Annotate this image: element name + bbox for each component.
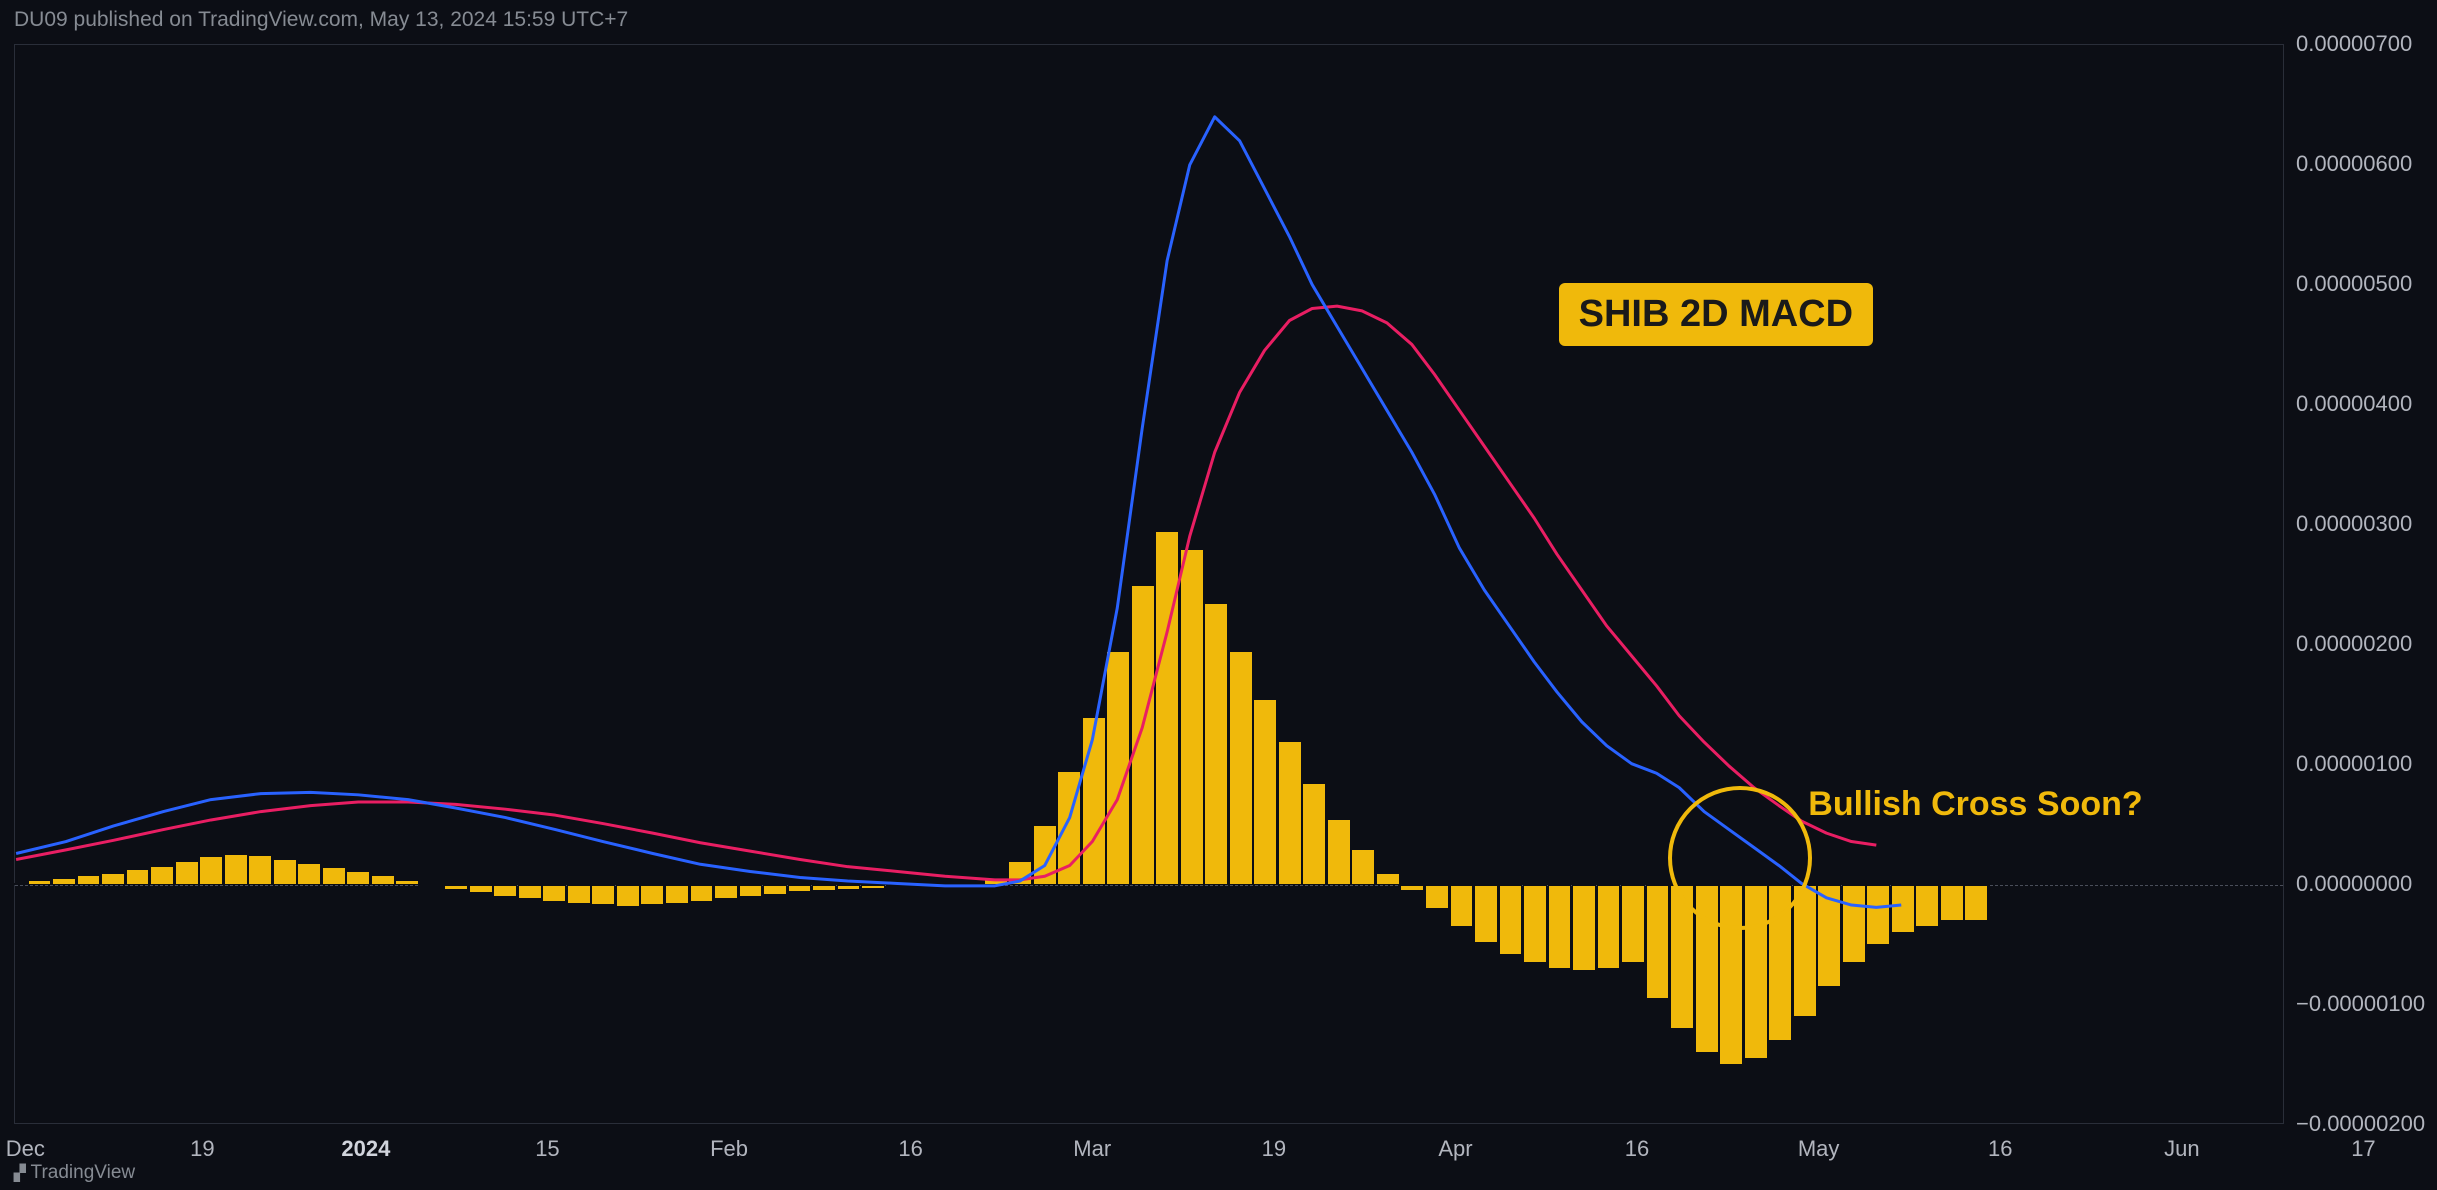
x-axis: Dec19202415Feb16Mar19Apr16May16Jun17 bbox=[14, 1130, 2284, 1170]
tradingview-logo-icon: ▞ bbox=[14, 1164, 25, 1182]
y-tick-label: −0.00000200 bbox=[2296, 1111, 2425, 1137]
y-tick-label: 0.00000600 bbox=[2296, 151, 2412, 177]
x-tick-label: May bbox=[1798, 1136, 1840, 1162]
x-tick-label: 16 bbox=[1988, 1136, 2012, 1162]
x-tick-label: Feb bbox=[710, 1136, 748, 1162]
chart-pane[interactable]: SHIB 2D MACD Bullish Cross Soon? bbox=[14, 44, 2284, 1124]
x-tick-label: Mar bbox=[1073, 1136, 1111, 1162]
y-axis: 0.000007000.000006000.000005000.00000400… bbox=[2290, 44, 2430, 1124]
y-tick-label: 0.00000200 bbox=[2296, 631, 2412, 657]
chart-lines bbox=[15, 45, 2283, 1123]
x-tick-label: Dec bbox=[6, 1136, 45, 1162]
x-tick-label: Jun bbox=[2164, 1136, 2199, 1162]
y-tick-label: 0.00000300 bbox=[2296, 511, 2412, 537]
publish-info: DU09 published on TradingView.com, May 1… bbox=[14, 8, 628, 32]
macd-line bbox=[16, 117, 1901, 908]
x-tick-label: 15 bbox=[535, 1136, 559, 1162]
x-tick-label: 17 bbox=[2351, 1136, 2375, 1162]
x-tick-label: 16 bbox=[1625, 1136, 1649, 1162]
bullish-annotation-text: Bullish Cross Soon? bbox=[1808, 785, 2142, 824]
y-tick-label: −0.00000100 bbox=[2296, 991, 2425, 1017]
y-tick-label: 0.00000400 bbox=[2296, 391, 2412, 417]
y-tick-label: 0.00000700 bbox=[2296, 31, 2412, 57]
x-tick-label: 19 bbox=[190, 1136, 214, 1162]
y-tick-label: 0.00000500 bbox=[2296, 271, 2412, 297]
title-annotation-box: SHIB 2D MACD bbox=[1559, 283, 1873, 346]
circle-annotation bbox=[1668, 786, 1812, 930]
branding-footer: ▞ TradingView bbox=[14, 1162, 135, 1184]
x-tick-label: 19 bbox=[1262, 1136, 1286, 1162]
x-tick-label: 16 bbox=[898, 1136, 922, 1162]
x-tick-label: Apr bbox=[1438, 1136, 1472, 1162]
y-tick-label: 0.00000000 bbox=[2296, 871, 2412, 897]
brand-text: TradingView bbox=[31, 1162, 136, 1184]
y-tick-label: 0.00000100 bbox=[2296, 751, 2412, 777]
x-tick-label: 2024 bbox=[341, 1136, 390, 1162]
